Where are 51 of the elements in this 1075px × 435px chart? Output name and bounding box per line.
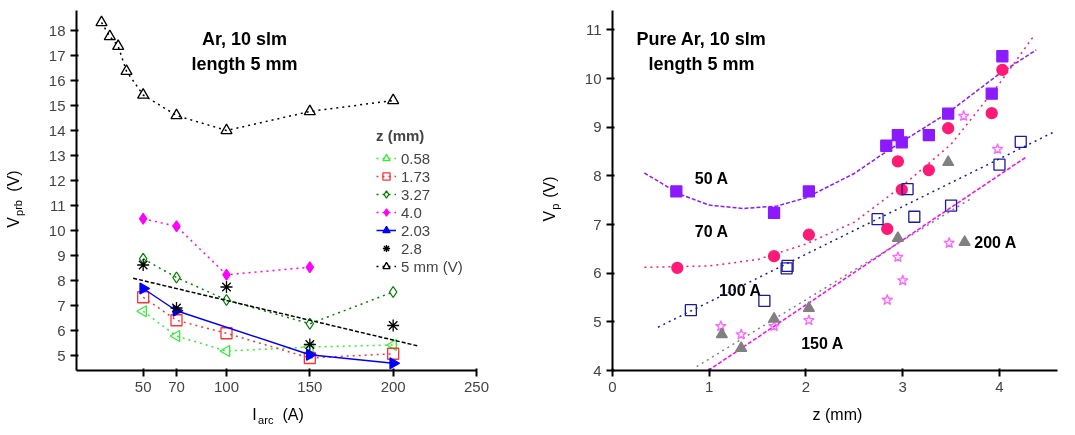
- y-tick-label: 16: [48, 71, 66, 89]
- y-tick-label: 4: [593, 361, 602, 379]
- series-label: 50 A: [694, 169, 729, 187]
- legend-label: 5 mm (V): [401, 257, 463, 275]
- y-tick-label: 6: [57, 321, 66, 339]
- x-tick-label: 0: [608, 377, 617, 395]
- y-tick-label: 15: [48, 96, 66, 114]
- legend-label: 2.8: [401, 239, 422, 257]
- x-tick-label: 4: [995, 377, 1004, 395]
- y-tick-label: 11: [49, 196, 66, 214]
- y-tick-label: 14: [48, 121, 66, 139]
- y-tick-label: 7: [57, 296, 66, 314]
- y-tick-label: 5: [593, 312, 602, 330]
- x-tick-label: 200: [380, 377, 406, 395]
- legend-label: 1.73: [401, 167, 431, 185]
- series-label: 200 A: [974, 233, 1017, 251]
- y-tick-label: 9: [593, 118, 602, 136]
- y-axis-title: Vp (V): [541, 176, 561, 222]
- y-tick-label: 6: [593, 264, 602, 282]
- y-tick-label: 18: [48, 21, 66, 39]
- x-tick-label: 1: [705, 377, 714, 395]
- x-tick-label: 50: [134, 377, 152, 395]
- y-tick-label: 13: [48, 146, 66, 164]
- x-tick-label: 250: [463, 377, 490, 395]
- y-tick-label: 10: [584, 69, 602, 87]
- x-tick-label: 100: [213, 377, 240, 395]
- y-axis-title: Vprb (V): [5, 170, 25, 228]
- y-tick-label: 8: [57, 271, 66, 289]
- x-tick-label: 150: [297, 377, 323, 395]
- x-tick-label: 2: [801, 377, 811, 395]
- legend-label: 3.27: [401, 185, 431, 203]
- legend-label: 2.03: [401, 221, 431, 239]
- x-tick-label: 70: [168, 377, 185, 395]
- y-tick-label: 17: [48, 46, 66, 64]
- y-tick-label: 10: [48, 221, 66, 239]
- x-tick-label: 3: [898, 377, 907, 395]
- series-label: 100 A: [718, 281, 762, 299]
- y-tick-label: 8: [593, 166, 602, 184]
- text: Pure Ar, 10 slm length 5 mm: [636, 28, 766, 74]
- y-tick-label: 12: [48, 171, 66, 189]
- x-axis-title: z (mm): [812, 406, 863, 423]
- legend-title: z (mm): [376, 127, 426, 144]
- legend-label: 0.58: [401, 149, 431, 167]
- text: Ar, 10 slm length 5 mm: [191, 28, 298, 74]
- y-tick-label: 5: [57, 346, 66, 364]
- series-label: 150 A: [801, 335, 844, 353]
- y-tick-label: 11: [585, 20, 602, 38]
- y-tick-label: 9: [57, 246, 66, 264]
- series-label: 70 A: [694, 223, 729, 241]
- y-tick-label: 7: [593, 215, 602, 233]
- legend-label: 4.0: [401, 203, 422, 221]
